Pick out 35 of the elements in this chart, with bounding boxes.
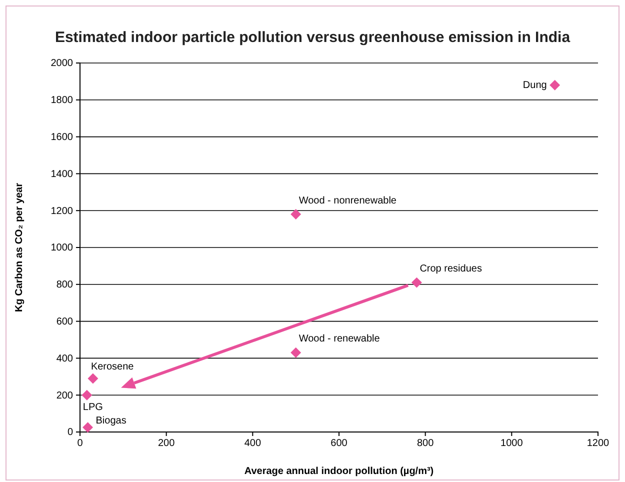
x-tick-label: 0 (77, 438, 84, 450)
annotation: Dung (522, 80, 547, 92)
y-tick-label: 1400 (50, 168, 74, 180)
annotation: Wood - renewable (298, 334, 380, 345)
point (290, 209, 302, 220)
point (290, 347, 302, 358)
annotation: Biogas (96, 415, 126, 426)
x-axis-title: Average annual indoor pollution (µg/m³) (244, 466, 434, 477)
point (88, 373, 98, 384)
y-tick-label: 600 (56, 316, 74, 328)
y-axis-title: Kg Carbon as CO₂ per year (14, 182, 25, 312)
x-tick-label: 600 (330, 438, 348, 450)
y-tick-label: 1600 (50, 132, 74, 143)
x-tick-label: 200 (158, 438, 176, 450)
point (82, 390, 92, 400)
point (411, 277, 422, 288)
x-tick-label: 800 (416, 438, 434, 450)
x-tick-label: 1200 (586, 438, 610, 450)
y-tick-label: 0 (67, 427, 74, 438)
annotation: LPG (82, 402, 104, 414)
chart-title: Estimated indoor particle pollution versus greenhouse emission in India (54, 29, 571, 46)
y-tick-label: 2000 (50, 58, 74, 70)
point (550, 80, 560, 90)
x-tick-label: 400 (244, 438, 262, 450)
y-tick-label: 800 (56, 280, 74, 291)
annotation: Crop residues (420, 264, 482, 275)
annotation: Kerosene (90, 361, 134, 372)
y-tick-label: 1200 (50, 206, 74, 217)
x-tick-label: 1000 (500, 438, 524, 450)
y-tick-label: 1000 (50, 242, 74, 254)
y-tick-label: 1800 (50, 95, 74, 106)
annotation: Wood - nonrenewable (298, 195, 397, 206)
y-tick-label: 200 (56, 390, 74, 402)
y-tick-label: 400 (56, 353, 74, 364)
point (82, 422, 94, 433)
